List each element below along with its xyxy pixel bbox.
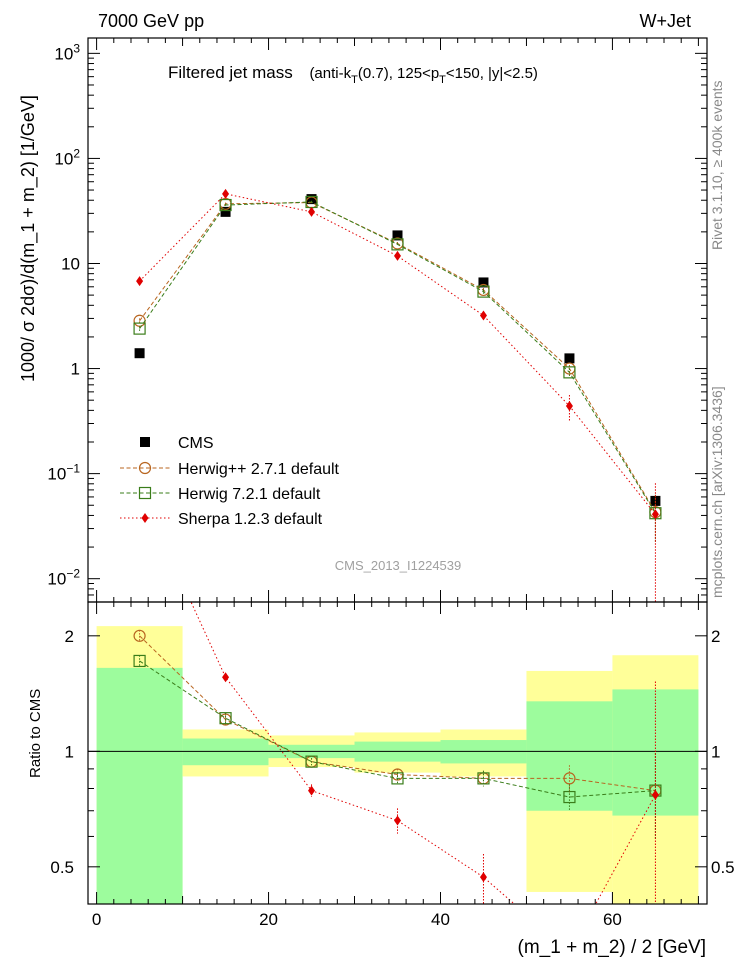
point-sherpa <box>222 188 230 199</box>
y-tick-label-ratio-right: 1 <box>711 742 720 761</box>
point-herwig7 <box>563 366 576 379</box>
point-sherpa <box>479 310 487 321</box>
x-tick-label: 20 <box>259 910 278 929</box>
y-tick-label-main: 103 <box>54 41 80 63</box>
ratio-point-herwig7 <box>391 772 404 785</box>
legend-entry-sherpa: Sherpa 1.2.3 default <box>120 511 323 528</box>
ratio-point-herwig7 <box>219 712 232 725</box>
point-sherpa <box>136 276 144 287</box>
legend-label-data: CMS <box>178 435 214 452</box>
ratio-point-sherpa <box>308 785 316 796</box>
ratio-point-sherpa <box>222 672 230 683</box>
point-sherpa <box>308 206 316 217</box>
point-data <box>392 230 403 241</box>
point-data <box>220 206 231 217</box>
ratio-point-herwigpp <box>563 772 576 785</box>
x-tick-label: 0 <box>92 910 101 929</box>
ratio-point-herwig7 <box>305 755 318 768</box>
main-plot-area <box>133 188 662 602</box>
legend-marker-herwig7 <box>138 486 152 500</box>
y-tick-label-main: 10 <box>61 254 80 273</box>
y-tick-label-main: 102 <box>54 146 80 168</box>
legend-marker-data <box>140 437 150 447</box>
legend-marker-sherpa <box>141 513 149 523</box>
legend: CMS Herwig++ 2.7.1 default Herwig 7.2.1 de… <box>120 435 340 528</box>
ratio-plot-area <box>88 602 707 904</box>
legend-label-sherpa: Sherpa 1.2.3 default <box>178 511 323 528</box>
x-axis-title: (m_1 + m_2) / 2 [GeV] <box>518 937 707 958</box>
x-tick-label: 40 <box>431 910 450 929</box>
band-inner-bin <box>96 667 183 904</box>
y-tick-label-ratio-left: 2 <box>65 627 74 646</box>
ratio-point-sherpa <box>651 789 659 800</box>
ratio-point-herwig7 <box>563 790 576 804</box>
axes: 0 20 40 60 10−2 10−1 1 10 102 103 0.5 0.5 1 1 2 2 <box>47 37 735 929</box>
legend-label-herwig7: Herwig 7.2.1 default <box>178 486 321 503</box>
y-tick-label-main: 10−2 <box>47 567 80 589</box>
y-tick-label-main: 10−1 <box>47 462 80 484</box>
y-axis-title-ratio: Ratio to CMS <box>27 689 44 778</box>
y-axis-title-main: 1000/ σ 2dσ)/d(m_1 + m_2) [1/GeV] <box>18 95 39 382</box>
point-herwig7 <box>391 238 404 251</box>
band-inner-bin <box>182 738 269 766</box>
mcplots-label: mcplots.cern.ch [arXiv:1306.3436] <box>709 386 725 598</box>
point-data <box>134 348 145 359</box>
point-sherpa <box>565 401 573 412</box>
header-left: 7000 GeV pp <box>98 11 204 31</box>
legend-marker-herwigpp <box>138 461 152 475</box>
ratio-point-herwig7 <box>477 772 490 785</box>
point-herwig7 <box>133 322 146 335</box>
point-sherpa <box>651 509 659 520</box>
y-tick-label-ratio-left: 0.5 <box>50 858 74 877</box>
y-tick-label-ratio-right: 2 <box>711 627 720 646</box>
header-right: W+Jet <box>639 11 691 31</box>
point-herwig7 <box>477 285 490 298</box>
point-sherpa <box>394 250 401 261</box>
y-tick-label-main: 1 <box>71 360 80 379</box>
plot-title: Filtered jet mass (anti-kT(0.7), 125<pT<… <box>168 63 538 86</box>
ratio-point-sherpa <box>394 815 401 826</box>
point-herwig7 <box>219 198 232 212</box>
ratio-line-herwig7 <box>139 660 656 798</box>
ratio-point-sherpa <box>479 872 487 883</box>
x-tick-label: 60 <box>603 910 622 929</box>
legend-entry-data: CMS <box>140 435 214 452</box>
analysis-id: CMS_2013_I1224539 <box>335 558 462 573</box>
rivet-label: Rivet 3.1.10, ≥ 400k events <box>709 80 725 250</box>
point-data <box>478 277 489 288</box>
ratio-frame <box>87 601 708 905</box>
y-tick-label-ratio-right: 0.5 <box>711 858 735 877</box>
legend-label-herwigpp: Herwig++ 2.7.1 default <box>178 461 340 478</box>
legend-entry-herwig7: Herwig 7.2.1 default <box>120 486 321 503</box>
point-data <box>306 194 317 205</box>
ratio-point-herwig7 <box>133 654 146 668</box>
legend-entry-herwigpp: Herwig++ 2.7.1 default <box>120 461 340 478</box>
y-tick-label-ratio-left: 1 <box>65 742 74 761</box>
ratio-point-herwigpp <box>133 629 146 642</box>
point-data <box>564 353 575 364</box>
